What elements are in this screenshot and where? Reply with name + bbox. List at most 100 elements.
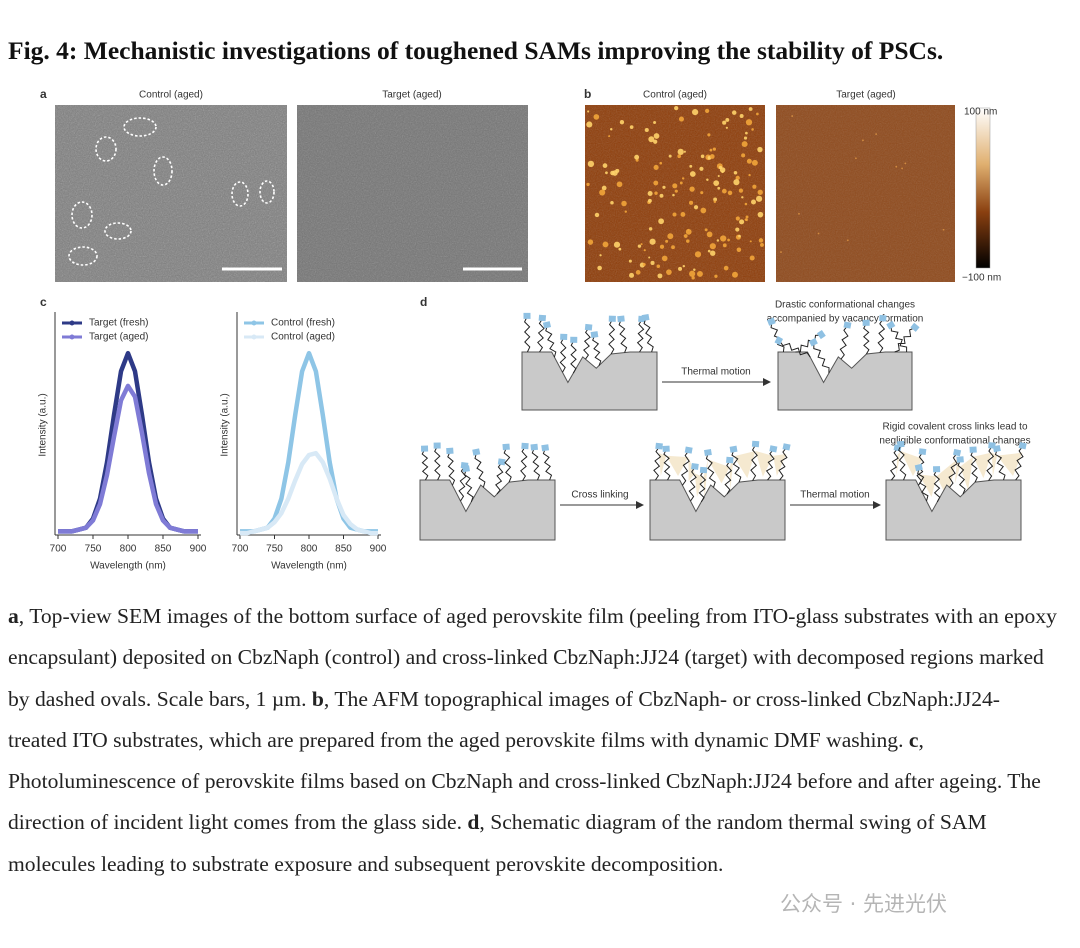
molecule-head [433, 442, 441, 449]
grain [648, 256, 651, 259]
molecule-head [843, 321, 852, 329]
grain [629, 125, 634, 129]
x-tick-label: 900 [190, 544, 207, 555]
molecule-chain [698, 470, 707, 503]
cross-link [658, 453, 667, 476]
caption-label: a [8, 604, 19, 628]
grain [661, 255, 668, 262]
grain [721, 188, 727, 194]
molecule-chain [447, 451, 456, 486]
grain [798, 212, 800, 215]
molecule-chain [705, 453, 716, 488]
molecule-head [956, 456, 964, 463]
grain [817, 232, 820, 235]
grain [712, 147, 716, 151]
panel-label: b [584, 87, 591, 101]
grain [654, 191, 658, 195]
substrate [885, 479, 1022, 541]
molecule-chain [636, 319, 645, 353]
grain [904, 162, 907, 165]
grain [699, 166, 704, 171]
grain [738, 234, 741, 238]
grain [791, 115, 794, 117]
molecule-chain [559, 337, 567, 373]
grain [707, 133, 711, 137]
molecule-chain [592, 335, 602, 366]
grain [678, 266, 683, 271]
grain [653, 164, 659, 170]
molecule-head [502, 443, 510, 451]
grain [653, 139, 658, 144]
grain [659, 244, 665, 249]
grain [685, 228, 692, 235]
molecule-chain [1014, 446, 1024, 481]
grain [656, 264, 661, 268]
image-title: Control (aged) [643, 90, 707, 101]
x-tick-label: 800 [301, 544, 318, 555]
molecule-head [862, 319, 870, 326]
grain [736, 247, 742, 252]
grain [739, 114, 744, 118]
molecule-chain [724, 460, 733, 495]
substrate [521, 351, 658, 411]
grain [895, 165, 898, 168]
grain [602, 241, 609, 248]
molecule-head [521, 442, 529, 450]
molecule-head [953, 448, 962, 457]
molecule-chain [863, 323, 870, 355]
grain [733, 179, 740, 186]
cross-link [919, 474, 937, 497]
grain [745, 119, 753, 126]
molecule-head [992, 444, 1001, 453]
colorbar [975, 107, 991, 269]
afm-grains [586, 105, 764, 280]
grain [677, 148, 684, 155]
grain [665, 239, 669, 243]
grain [744, 202, 748, 206]
arrow-label: Thermal motion [800, 490, 869, 501]
grain [619, 120, 625, 125]
grain [593, 114, 600, 120]
grain [650, 260, 655, 266]
molecule-chain [778, 447, 788, 481]
grain [694, 251, 702, 258]
panel-label: a [40, 87, 47, 101]
grain [718, 165, 723, 170]
grain [741, 153, 746, 158]
caption-label: c [908, 727, 919, 752]
afm-texture [585, 105, 765, 282]
grain [586, 121, 593, 128]
panel-b: b Control (aged) Target (aged) 100 nm −1… [584, 87, 1001, 283]
grain [643, 249, 646, 252]
molecule-head [617, 315, 625, 323]
grain [657, 273, 663, 279]
grain [756, 112, 759, 116]
grain [612, 170, 618, 176]
grain [658, 218, 664, 225]
molecule-chain [813, 343, 830, 374]
grain [674, 189, 678, 193]
grain [647, 198, 652, 203]
molecule-head [816, 329, 826, 340]
cross-link [666, 455, 689, 476]
panel-d: d Drastic conformational changes accompa… [419, 295, 1031, 541]
grain [709, 243, 716, 250]
caption-label: d [467, 810, 480, 835]
molecule-head [910, 322, 920, 332]
grain [597, 265, 602, 271]
figure: a Control (aged) Target (aged) b Control… [38, 87, 1031, 571]
x-tick-label: 850 [155, 544, 172, 555]
grain [735, 227, 740, 232]
grain [725, 126, 728, 129]
image-title: Target (aged) [382, 90, 441, 101]
grain [846, 239, 849, 242]
pl-curve [58, 350, 198, 534]
x-tick-label: 800 [120, 544, 137, 555]
molecule-head [691, 463, 699, 470]
molecule-chain [474, 452, 486, 488]
cross-link [773, 453, 787, 476]
grain [746, 158, 752, 164]
caption-text: , Photoluminescence of perovskite films … [8, 727, 1041, 835]
molecule-head [590, 331, 599, 339]
